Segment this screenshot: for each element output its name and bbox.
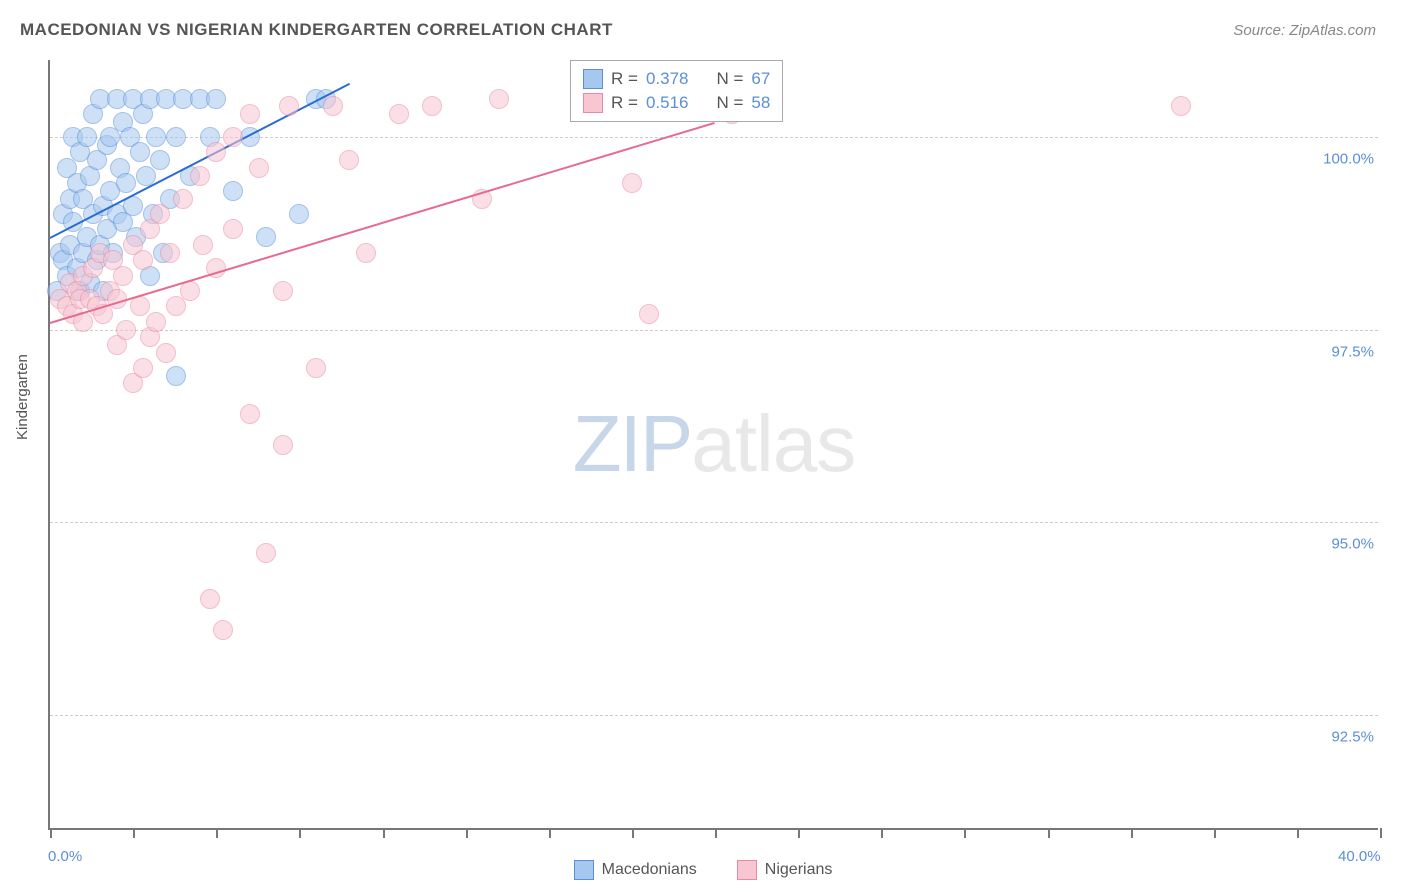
data-point bbox=[200, 589, 220, 609]
x-tick bbox=[1131, 828, 1133, 838]
legend-item: Nigerians bbox=[737, 860, 833, 880]
data-point bbox=[77, 127, 97, 147]
x-tick bbox=[1214, 828, 1216, 838]
x-tick bbox=[1380, 828, 1382, 838]
data-point bbox=[146, 127, 166, 147]
legend-swatch bbox=[583, 93, 603, 113]
gridline-h bbox=[50, 330, 1378, 331]
data-point bbox=[190, 166, 210, 186]
data-point bbox=[130, 296, 150, 316]
y-axis-label: Kindergarten bbox=[14, 354, 31, 440]
data-point bbox=[339, 150, 359, 170]
x-tick bbox=[632, 828, 634, 838]
data-point bbox=[116, 320, 136, 340]
data-point bbox=[422, 96, 442, 116]
data-point bbox=[223, 127, 243, 147]
chart-title: MACEDONIAN VS NIGERIAN KINDERGARTEN CORR… bbox=[20, 20, 613, 40]
gridline-h bbox=[50, 715, 1378, 716]
data-point bbox=[166, 127, 186, 147]
data-point bbox=[389, 104, 409, 124]
y-tick-label: 100.0% bbox=[1323, 151, 1374, 168]
data-point bbox=[166, 366, 186, 386]
chart-source: Source: ZipAtlas.com bbox=[1233, 22, 1376, 39]
data-point bbox=[206, 142, 226, 162]
data-point bbox=[249, 158, 269, 178]
stats-legend-row: R = 0.516N = 58 bbox=[583, 91, 770, 115]
data-point bbox=[256, 543, 276, 563]
data-point bbox=[193, 235, 213, 255]
x-tick bbox=[383, 828, 385, 838]
stats-legend-row: R = 0.378N = 67 bbox=[583, 67, 770, 91]
data-point bbox=[133, 250, 153, 270]
data-point bbox=[273, 435, 293, 455]
legend-label: Nigerians bbox=[765, 861, 833, 879]
x-tick-label: 0.0% bbox=[48, 848, 82, 865]
data-point bbox=[223, 219, 243, 239]
data-point bbox=[489, 89, 509, 109]
y-tick-label: 92.5% bbox=[1331, 728, 1374, 745]
x-tick bbox=[50, 828, 52, 838]
data-point bbox=[213, 620, 233, 640]
data-point bbox=[240, 404, 260, 424]
x-tick bbox=[133, 828, 135, 838]
y-tick-label: 97.5% bbox=[1331, 343, 1374, 360]
data-point bbox=[116, 173, 136, 193]
data-point bbox=[156, 343, 176, 363]
watermark: ZIPatlas bbox=[573, 398, 855, 490]
x-tick bbox=[299, 828, 301, 838]
x-tick bbox=[1297, 828, 1299, 838]
data-point bbox=[279, 96, 299, 116]
data-point bbox=[130, 142, 150, 162]
data-point bbox=[306, 358, 326, 378]
x-tick bbox=[798, 828, 800, 838]
data-point bbox=[146, 312, 166, 332]
data-point bbox=[639, 304, 659, 324]
data-point bbox=[160, 243, 180, 263]
y-tick-label: 95.0% bbox=[1331, 536, 1374, 553]
legend-bottom: Macedonians Nigerians bbox=[0, 860, 1406, 880]
x-tick bbox=[881, 828, 883, 838]
x-tick bbox=[466, 828, 468, 838]
data-point bbox=[622, 173, 642, 193]
data-point bbox=[273, 281, 293, 301]
x-tick bbox=[216, 828, 218, 838]
data-point bbox=[113, 266, 133, 286]
data-point bbox=[206, 89, 226, 109]
x-tick bbox=[1048, 828, 1050, 838]
x-tick bbox=[715, 828, 717, 838]
data-point bbox=[133, 358, 153, 378]
data-point bbox=[223, 181, 243, 201]
data-point bbox=[150, 204, 170, 224]
data-point bbox=[323, 96, 343, 116]
data-point bbox=[240, 104, 260, 124]
legend-item: Macedonians bbox=[574, 860, 697, 880]
data-point bbox=[1171, 96, 1191, 116]
data-point bbox=[289, 204, 309, 224]
legend-swatch bbox=[574, 860, 594, 880]
x-tick bbox=[964, 828, 966, 838]
x-tick-label: 40.0% bbox=[1338, 848, 1381, 865]
data-point bbox=[356, 243, 376, 263]
stats-legend: R = 0.378N = 67R = 0.516N = 58 bbox=[570, 60, 783, 122]
x-tick bbox=[549, 828, 551, 838]
legend-swatch bbox=[737, 860, 757, 880]
data-point bbox=[256, 227, 276, 247]
chart-header: MACEDONIAN VS NIGERIAN KINDERGARTEN CORR… bbox=[0, 0, 1406, 50]
data-point bbox=[173, 189, 193, 209]
data-point bbox=[150, 150, 170, 170]
scatter-plot-area: ZIPatlas 92.5% 95.0% 97.5% 100.0% R = 0.378N… bbox=[48, 60, 1378, 830]
legend-label: Macedonians bbox=[602, 861, 697, 879]
gridline-h bbox=[50, 522, 1378, 523]
legend-swatch bbox=[583, 69, 603, 89]
